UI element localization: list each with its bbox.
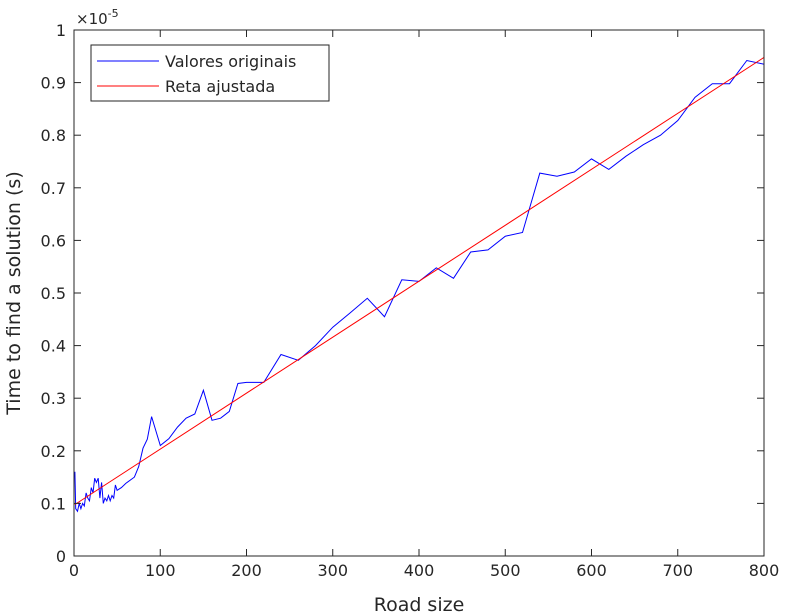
x-tick-label: 400 bbox=[404, 561, 435, 580]
plot-area bbox=[73, 29, 765, 557]
x-tick-label: 200 bbox=[231, 561, 262, 580]
y-tick-label: 0.2 bbox=[41, 442, 66, 461]
series-line-valores-originais bbox=[74, 59, 765, 513]
y-tick-label: 0.7 bbox=[41, 179, 66, 198]
plot-background bbox=[74, 30, 764, 556]
y-tick-label: 0.6 bbox=[41, 231, 66, 250]
x-axis-label: Road size bbox=[374, 594, 465, 616]
x-tick-label: 800 bbox=[749, 561, 780, 580]
x-tick-label: 100 bbox=[145, 561, 176, 580]
x-tick-label: 500 bbox=[490, 561, 521, 580]
x-tick-label: 600 bbox=[576, 561, 607, 580]
y-tick-label: 0.8 bbox=[41, 126, 66, 145]
x-tick-label: 700 bbox=[662, 561, 693, 580]
y-exponent-label: ×10-5 bbox=[76, 7, 119, 28]
y-tick-label: 0.5 bbox=[41, 284, 66, 303]
y-axis: 0 0.1 0.2 0.3 0.4 0.5 0.6 0.7 0.8 0.9 1 bbox=[41, 21, 764, 566]
x-tick-label: 0 bbox=[69, 561, 79, 580]
series-line-reta-ajustada bbox=[74, 56, 765, 505]
y-tick-label: 0.1 bbox=[41, 494, 66, 513]
legend-box bbox=[90, 44, 330, 102]
legend-label-reta-ajustada: Reta ajustada bbox=[165, 77, 275, 96]
legend: Valores originais Reta ajustada bbox=[90, 44, 330, 102]
legend-label-valores-originais: Valores originais bbox=[165, 52, 296, 71]
y-tick-label: 0.3 bbox=[41, 389, 66, 408]
y-tick-label: 1 bbox=[56, 21, 66, 40]
x-axis: 0 100 200 300 400 500 600 700 800 bbox=[69, 30, 779, 580]
x-tick-label: 300 bbox=[317, 561, 348, 580]
y-axis-label: Time to find a solution (s) bbox=[3, 171, 25, 415]
y-tick-label: 0.9 bbox=[41, 74, 66, 93]
y-tick-label: 0.4 bbox=[41, 337, 66, 356]
y-exponent-value: -5 bbox=[108, 7, 119, 20]
y-tick-label: 0 bbox=[56, 547, 66, 566]
